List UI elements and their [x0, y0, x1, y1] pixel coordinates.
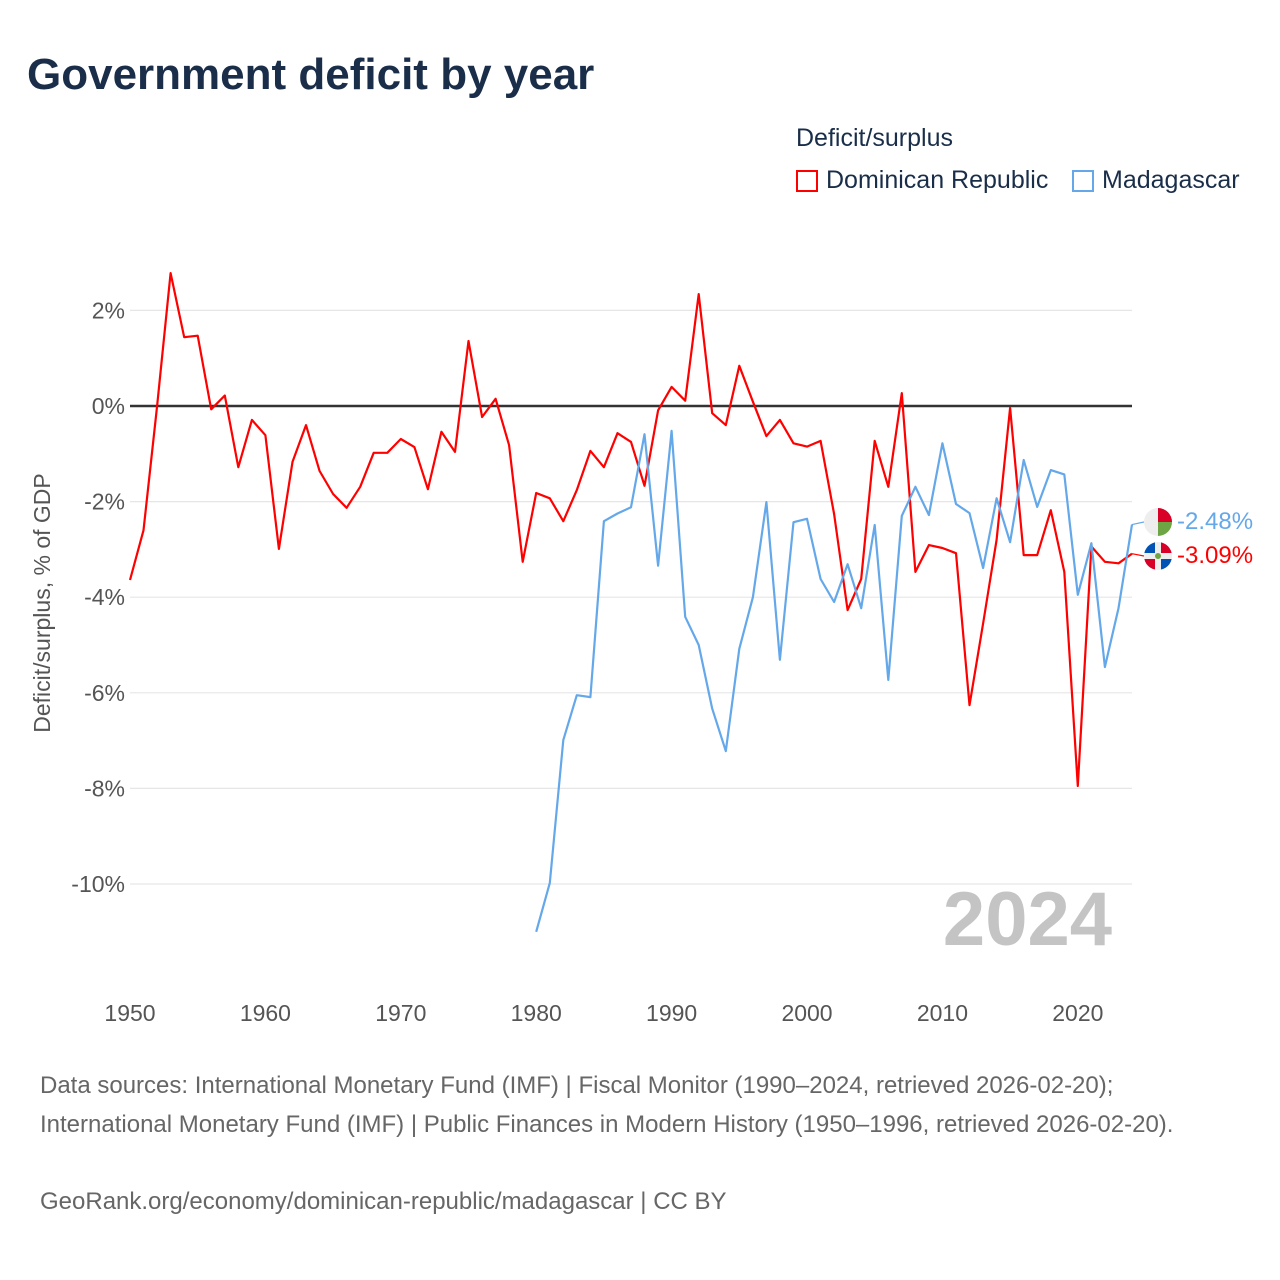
end-label-connector [1131, 553, 1145, 557]
legend-label: Dominican Republic [826, 166, 1049, 194]
x-tick-label: 1990 [646, 1000, 697, 1026]
y-tick-label: -4% [84, 584, 125, 610]
legend-swatch-dominican-republic [796, 169, 818, 192]
legend-item-madagascar[interactable]: Madagascar [1072, 166, 1240, 195]
x-tick-label: 1960 [240, 1000, 291, 1026]
plot-area: 2% 0% -2% -4% -6% -8% -10% 1950 1960 1970 1980 1990… [29, 272, 1253, 1026]
end-label-connector [1131, 521, 1145, 526]
year-watermark: 2024 [943, 877, 1112, 962]
y-tick-label: 2% [92, 297, 125, 323]
legend-swatch-madagascar [1072, 169, 1094, 192]
x-tick-label: 2010 [917, 1000, 968, 1026]
x-tick-label: 2000 [781, 1000, 832, 1026]
chart-title: Government deficit by year [27, 50, 595, 99]
legend-title: Deficit/surplus [796, 124, 953, 152]
footer-sources: Data sources: International Monetary Fun… [40, 1072, 1174, 1138]
dominican-republic-flag-icon [1144, 542, 1172, 570]
legend-item-dominican-republic[interactable]: Dominican Republic [796, 166, 1048, 195]
series-line-madagascar[interactable] [535, 429, 1134, 933]
madagascar-end-label: -2.48% [1177, 508, 1253, 535]
y-tick-label: -2% [84, 489, 125, 515]
dominican-republic-end-label: -3.09% [1177, 542, 1253, 569]
y-tick-label: -10% [71, 871, 125, 897]
x-tick-label: 1950 [104, 1000, 155, 1026]
x-tick-label: 1980 [511, 1000, 562, 1026]
madagascar-flag-icon [1144, 508, 1172, 536]
series-line-dominican-republic[interactable] [128, 272, 1133, 788]
y-tick-label: -6% [84, 680, 125, 706]
y-axis-label: Deficit/surplus, % of GDP [29, 473, 55, 732]
footer-link[interactable]: GeoRank.org/economy/dominican-republic/m… [40, 1188, 727, 1215]
x-tick-label: 1970 [375, 1000, 426, 1026]
y-tick-label: -8% [84, 775, 125, 801]
x-tick-label: 2020 [1052, 1000, 1103, 1026]
legend-label: Madagascar [1102, 166, 1240, 194]
y-tick-label: 0% [92, 393, 125, 419]
